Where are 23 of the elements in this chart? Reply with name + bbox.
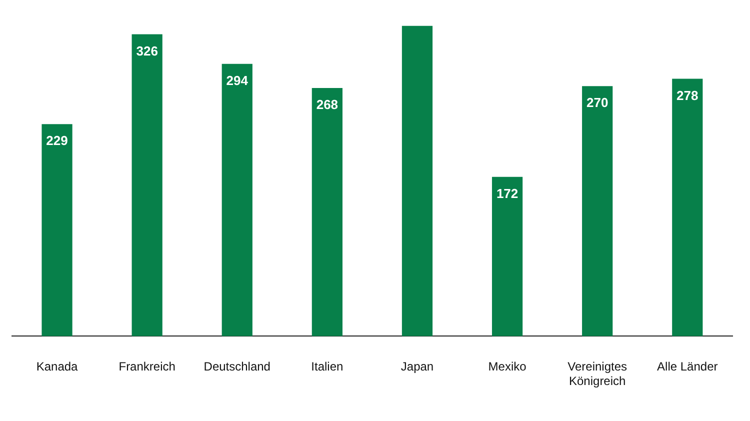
bar	[672, 78, 703, 336]
x-tick-label: Frankreich	[118, 360, 176, 374]
data-label: 229	[46, 133, 68, 148]
data-label: 270	[586, 95, 608, 110]
bar	[132, 34, 162, 336]
x-tick-label: Alle Länder	[657, 360, 718, 374]
bar	[402, 26, 433, 336]
bar	[582, 86, 613, 336]
x-tick-label: Vereinigtes Königreich	[568, 360, 628, 388]
data-label: 172	[496, 186, 518, 201]
bar	[42, 124, 72, 336]
data-label: 294	[226, 72, 249, 88]
bar	[312, 88, 342, 336]
x-tick-label: Deutschland	[204, 360, 270, 374]
x-tick-label: Italien	[311, 360, 344, 374]
x-tick-label: Japan	[400, 360, 434, 374]
bar	[492, 176, 523, 336]
data-label: 268	[316, 97, 338, 112]
x-tick-label: Mexiko	[488, 360, 527, 374]
bar	[222, 64, 252, 336]
data-label: 326	[136, 43, 158, 58]
x-tick-label: Kanada	[36, 360, 78, 374]
data-label: 278	[676, 88, 698, 103]
